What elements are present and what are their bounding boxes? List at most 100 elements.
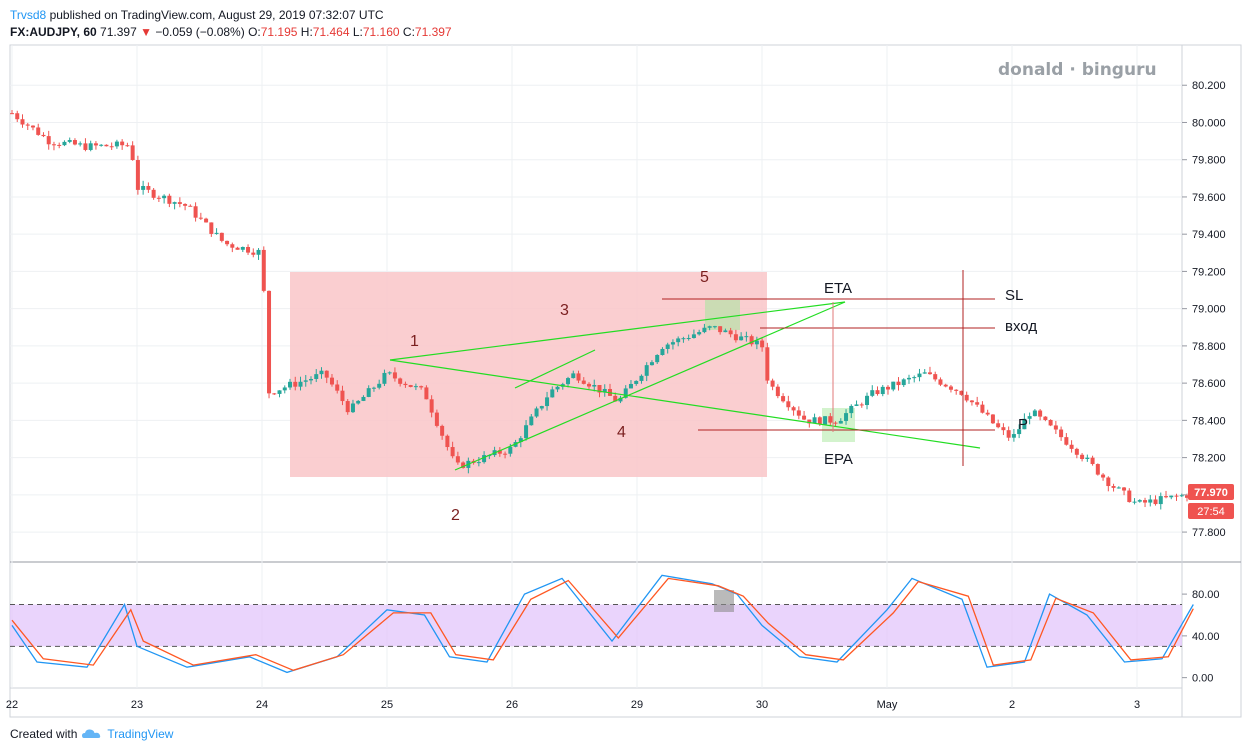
candle-body (403, 383, 408, 386)
trendline-inner[interactable] (514, 349, 596, 389)
candle-body (592, 384, 597, 387)
candle-body (712, 326, 717, 328)
candle-body (854, 404, 859, 406)
candle-body (10, 113, 14, 115)
chart-frame (9, 44, 1242, 718)
candle-body (445, 435, 450, 448)
candle-body (576, 373, 581, 381)
candle-body (267, 290, 272, 394)
candle-body (1164, 496, 1169, 498)
candle-body (823, 416, 828, 425)
candle-body (440, 425, 445, 436)
countdown-badge-text: 27:54 (1197, 506, 1225, 518)
candle-body (628, 383, 633, 389)
footer: Created with TradingView (10, 727, 173, 741)
candle-body (555, 386, 560, 390)
wedge-trendlines (389, 301, 981, 471)
candle-body (408, 385, 413, 387)
candle-body (765, 347, 770, 381)
stoch-tick-label: 80.00 (1192, 589, 1220, 601)
candle-body (99, 144, 104, 146)
candle-body (88, 143, 93, 150)
candle-body (1001, 427, 1006, 431)
candle-body (802, 415, 807, 420)
candle-body (361, 396, 366, 401)
x-tick-label: 29 (631, 699, 643, 711)
candle-body (718, 326, 723, 333)
symbol-line: FX:AUDJPY, 60 71.397 ▼ −0.059 (−0.08%) O… (10, 24, 452, 41)
candle-body (1064, 437, 1069, 445)
tradingview-brand[interactable]: TradingView (107, 727, 174, 741)
candle-body (1169, 495, 1174, 498)
candle-body (83, 143, 88, 150)
candle-body (93, 143, 98, 146)
wave-label-5: 5 (700, 269, 709, 286)
x-tick-label: 22 (6, 699, 18, 711)
candle-body (844, 413, 849, 421)
candle-body (172, 202, 177, 204)
countdown-badge (1188, 503, 1234, 519)
candle-body (634, 380, 639, 384)
wave-label-2: 2 (451, 507, 460, 524)
candle-body (1027, 416, 1032, 419)
candle-body (434, 412, 439, 426)
sl-label: SL (1005, 287, 1023, 304)
candle-body (691, 334, 696, 339)
candle-body (959, 390, 964, 395)
x-tick-label: 25 (381, 699, 393, 711)
stoch-k-line (11, 574, 1194, 674)
y-tick-label: 78.400 (1192, 415, 1226, 427)
y-tick-label: 79.600 (1192, 192, 1226, 204)
candle-body (534, 408, 539, 417)
candle-body (660, 348, 665, 356)
y-tick-label: 80.000 (1192, 117, 1226, 129)
y-tick-label: 78.600 (1192, 378, 1226, 390)
candle-body (1090, 457, 1095, 465)
candle-body (298, 381, 303, 387)
stoch-axis-labels: 80.00 40.00 0.00 (1182, 589, 1220, 685)
watermark: donald · binguru (998, 60, 1157, 80)
candle-body (230, 244, 235, 248)
candle-body (72, 140, 77, 145)
candle-body (1179, 495, 1184, 497)
candle-body (775, 386, 780, 397)
candle-body (901, 379, 906, 386)
low-label: L: (352, 25, 363, 39)
trendline-upper[interactable] (389, 301, 846, 361)
candle-body (550, 389, 555, 398)
created-with-label: Created with (10, 727, 78, 741)
publisher-name[interactable]: Trvsd8 (10, 8, 47, 22)
candle-body (1011, 434, 1016, 438)
x-tick-label: 3 (1134, 699, 1140, 711)
trendline-lower[interactable] (389, 359, 981, 449)
candle-body (109, 146, 114, 148)
candle-body (948, 386, 953, 390)
candle-body (335, 384, 340, 391)
last-price-badge (1188, 484, 1234, 500)
candle-body (67, 140, 72, 142)
candle-body (204, 218, 209, 223)
candle-body (1017, 429, 1022, 435)
candle-body (398, 378, 403, 384)
y-tick-label: 78.200 (1192, 453, 1226, 465)
candle-body (1074, 448, 1079, 455)
candle-body (482, 455, 487, 463)
candle-body (1006, 430, 1011, 438)
candle-body (927, 372, 932, 375)
candle-body (1116, 487, 1121, 489)
candle-body (1111, 486, 1116, 488)
candle-body (156, 197, 161, 199)
candle-body (455, 456, 460, 463)
stoch-tick-label: 40.00 (1192, 631, 1220, 643)
trendline-support[interactable] (454, 301, 846, 471)
candle-body (880, 386, 885, 395)
candle-body (356, 400, 361, 404)
candle-body (980, 404, 985, 413)
candle-body (167, 195, 172, 204)
candle-body (723, 330, 728, 333)
candle-body (261, 249, 266, 291)
candle-body (246, 246, 251, 253)
candle-body (1080, 454, 1085, 460)
candle-body (324, 370, 329, 378)
